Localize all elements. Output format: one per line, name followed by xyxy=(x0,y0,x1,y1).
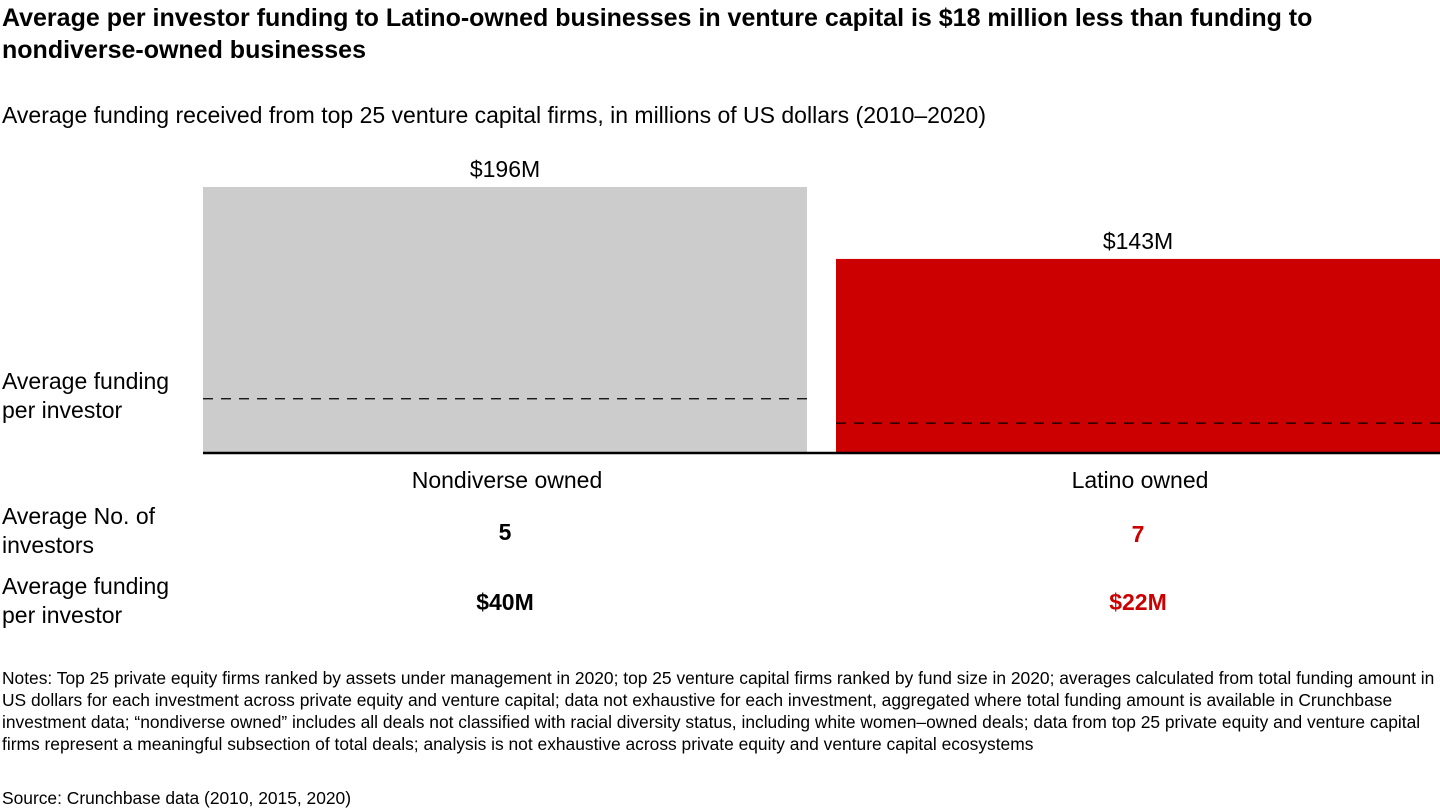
chart-title: Average per investor funding to Latino-o… xyxy=(2,4,1313,64)
investors-latino: 7 xyxy=(1131,521,1145,547)
category-label: Nondiverse owned xyxy=(412,467,603,493)
bar-latino xyxy=(836,258,1440,453)
category-label: Latino owned xyxy=(1072,467,1209,493)
row-label-funding: Average funding per investor xyxy=(2,573,170,628)
bar-value-label: $143M xyxy=(1103,228,1173,254)
bar-nondiverse xyxy=(203,187,807,453)
reference-line-label: Average funding per investor xyxy=(2,368,170,423)
row-label-investors: Average No. of investors xyxy=(2,503,156,558)
bar-value-label: $196M xyxy=(470,156,540,182)
funding-per-investor-latino: $22M xyxy=(1109,589,1167,615)
chart-notes: Notes: Top 25 private equity firms ranke… xyxy=(2,668,1435,754)
investors-nondiverse: 5 xyxy=(498,519,512,545)
chart-subtitle: Average funding received from top 25 ven… xyxy=(2,102,986,128)
funding-per-investor-nondiverse: $40M xyxy=(476,589,534,615)
bar-chart: $196M Nondiverse owned $143M Latino owned xyxy=(203,156,1440,493)
chart-source: Source: Crunchbase data (2010, 2015, 202… xyxy=(2,788,352,808)
